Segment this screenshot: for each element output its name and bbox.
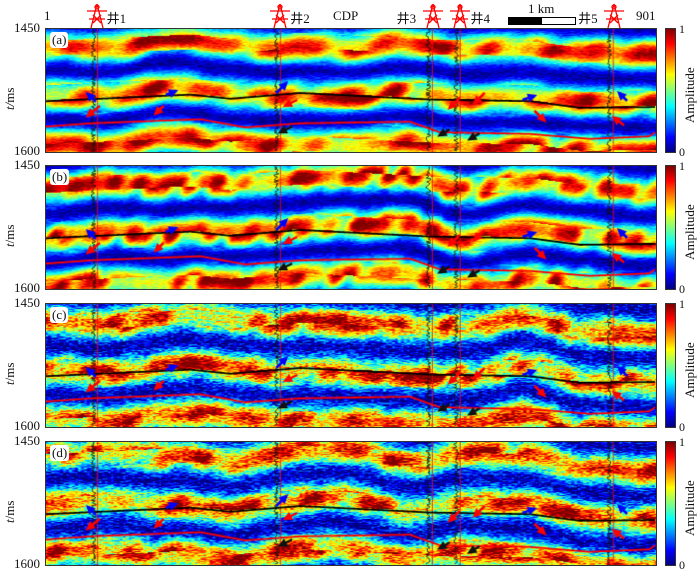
y-tick-top: 1450 — [14, 295, 40, 310]
y-axis-label: t/ms — [2, 225, 18, 247]
amplitude-heatmap — [46, 29, 656, 152]
well-label: 井2 — [290, 11, 310, 26]
scale-bar-label: 1 km — [528, 1, 555, 16]
y-tick-top: 1450 — [14, 20, 40, 35]
y-axis-label: t/ms — [2, 501, 18, 523]
y-axis-label: t/ms — [2, 87, 17, 110]
y-tick-bottom: 1600 — [14, 143, 40, 158]
colorbar-max-label: 1 — [679, 435, 685, 449]
y-axis-label-unit: /ms — [2, 224, 17, 244]
y-axis-label-var: t — [2, 381, 17, 385]
y-tick-top: 1450 — [14, 433, 40, 448]
x-tick-start: 1 — [44, 8, 51, 23]
well-icon — [450, 3, 471, 29]
panel-label: (b) — [50, 169, 70, 185]
panel-label: (a) — [50, 32, 69, 48]
colorbar — [665, 28, 676, 153]
well-label: 井5 — [578, 11, 598, 26]
y-tick-bottom: 1600 — [14, 418, 40, 433]
y-tick-bottom: 1600 — [14, 556, 40, 571]
y-tick-top: 1450 — [14, 157, 40, 172]
well-icon — [270, 3, 291, 29]
y-tick-bottom: 1600 — [14, 280, 40, 295]
colorbar — [665, 441, 676, 566]
panel-label: (c) — [50, 307, 69, 323]
colorbar-title: Amplitude — [682, 67, 697, 123]
seismic-panel: (d) — [45, 441, 657, 566]
well-icon — [604, 3, 625, 29]
colorbar — [665, 303, 676, 428]
y-axis-label-unit: /ms — [2, 362, 17, 382]
y-axis-label-var: t — [2, 243, 17, 247]
colorbar-min-label: 0 — [679, 558, 685, 572]
amplitude-heatmap — [46, 304, 656, 427]
well-label: 井1 — [106, 11, 127, 26]
colorbar-max-label: 1 — [679, 159, 685, 173]
well-icon — [422, 3, 443, 29]
colorbar-title: Amplitude — [682, 204, 697, 260]
seismic-panel: (a) — [45, 28, 657, 153]
x-tick-end: 901 — [636, 8, 656, 23]
colorbar-max-label: 1 — [679, 22, 685, 36]
well-label: 井4 — [470, 11, 490, 26]
y-axis-label-var: t — [2, 519, 17, 523]
well-label: 井3 — [396, 11, 417, 26]
colorbar-title: Amplitude — [682, 480, 697, 536]
y-axis-label: t/ms — [2, 363, 18, 385]
colorbar-max-label: 1 — [679, 297, 685, 311]
colorbar — [665, 165, 676, 290]
amplitude-heatmap — [46, 166, 656, 289]
colorbar-min-label: 0 — [679, 420, 685, 434]
x-axis-label: CDP — [333, 8, 359, 23]
y-axis-label-unit: /ms — [2, 500, 17, 520]
colorbar-min-label: 0 — [679, 145, 685, 159]
colorbar-title: Amplitude — [682, 342, 697, 398]
scale-bar — [508, 17, 576, 25]
panel-label: (d) — [50, 445, 70, 461]
colorbar-min-label: 0 — [679, 282, 685, 296]
well-icon — [86, 3, 107, 29]
amplitude-heatmap — [46, 442, 656, 565]
seismic-panel: (c) — [45, 303, 657, 428]
seismic-panel: (b) — [45, 165, 657, 290]
